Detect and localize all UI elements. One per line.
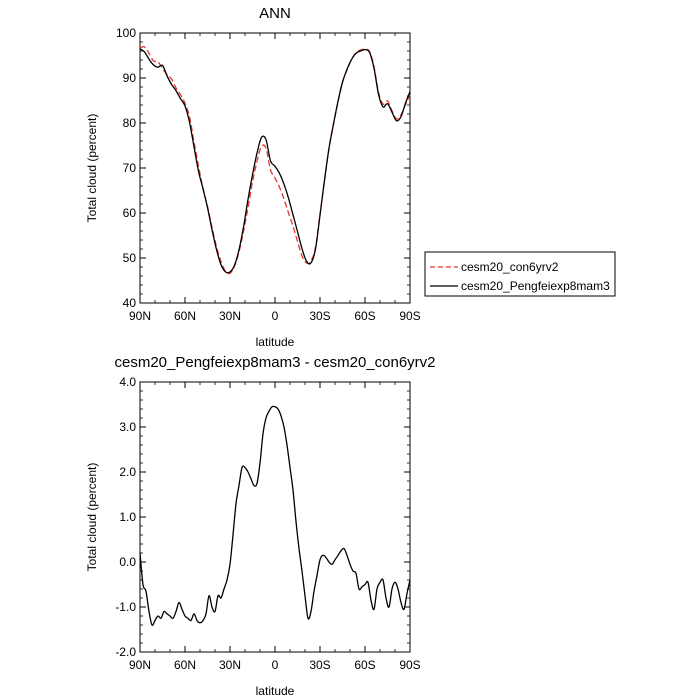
top-y-tick-labels: 40 50 60 70 80 90 100	[116, 26, 136, 310]
legend-label-con6yrv2: cesm20_con6yrv2	[461, 260, 559, 274]
y-tick-label: 40	[123, 296, 137, 310]
y-tick-label: 100	[116, 26, 136, 40]
x-tick-label: 60N	[174, 309, 196, 323]
x-tick-label: 30S	[309, 658, 330, 672]
y-tick-label: 60	[123, 206, 137, 220]
top-axis-ticks	[139, 32, 411, 304]
series-line-diff-0	[139, 405, 411, 626]
legend: cesm20_con6yrv2 cesm20_Pengfeiexp8mam3	[424, 251, 616, 297]
bottom-x-tick-labels: 90N 60N 30N 0 30S 60S 90S	[129, 658, 421, 672]
y-tick-label: 0.0	[119, 555, 136, 569]
bottom-y-tick-labels: -2.0 -1.0 0.0 1.0 2.0 3.0 4.0	[115, 375, 136, 659]
bottom-chart-title: cesm20_Pengfeiexp8mam3 - cesm20_con6yrv2	[115, 354, 436, 371]
y-tick-label: 4.0	[119, 375, 136, 389]
x-tick-label: 30S	[309, 309, 330, 323]
y-tick-label: 70	[123, 161, 137, 175]
legend-label-pengfeiexp8mam3: cesm20_Pengfeiexp8mam3	[461, 279, 610, 293]
x-tick-label: 0	[272, 658, 279, 672]
top-chart-title: ANN	[259, 5, 291, 22]
y-tick-label: 2.0	[119, 465, 136, 479]
top-x-tick-labels: 90N 60N 30N 0 30S 60S 90S	[129, 309, 421, 323]
top-series-lines	[139, 45, 411, 275]
bottom-panel: cesm20_Pengfeiexp8mam3 - cesm20_con6yrv2…	[85, 354, 436, 698]
x-tick-label: 90N	[129, 658, 151, 672]
x-tick-label: 90S	[399, 309, 420, 323]
series-line-cesm20_con6yrv2	[139, 45, 411, 275]
y-tick-label: -1.0	[115, 600, 136, 614]
x-tick-label: 30N	[219, 658, 241, 672]
bottom-y-axis-label: Total cloud (percent)	[85, 463, 99, 572]
bottom-x-axis-label: latitude	[256, 684, 295, 698]
y-tick-label: -2.0	[115, 645, 136, 659]
x-tick-label: 60N	[174, 658, 196, 672]
top-x-axis-label: latitude	[256, 335, 295, 349]
x-tick-label: 90N	[129, 309, 151, 323]
bottom-axis-ticks	[139, 381, 411, 653]
top-plot-frame	[139, 32, 411, 304]
bottom-plot-frame	[139, 381, 411, 653]
y-tick-label: 90	[123, 71, 137, 85]
x-tick-label: 90S	[399, 658, 420, 672]
x-tick-label: 60S	[354, 658, 375, 672]
legend-box	[424, 251, 616, 297]
x-tick-label: 0	[272, 309, 279, 323]
y-tick-label: 80	[123, 116, 137, 130]
x-tick-label: 60S	[354, 309, 375, 323]
x-tick-label: 30N	[219, 309, 241, 323]
series-line-cesm20_Pengfeiexp8mam3	[139, 48, 411, 274]
y-tick-label: 1.0	[119, 510, 136, 524]
bottom-series-lines	[139, 405, 411, 626]
y-tick-label: 3.0	[119, 420, 136, 434]
y-tick-label: 50	[123, 251, 137, 265]
top-y-axis-label: Total cloud (percent)	[85, 114, 99, 223]
